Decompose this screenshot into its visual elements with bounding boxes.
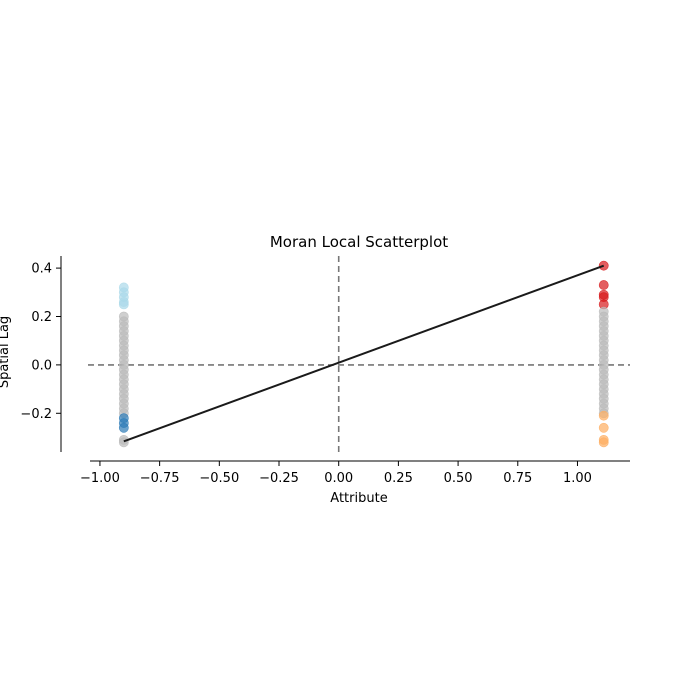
- data-point: [598, 422, 609, 433]
- x-tick-label: 0.25: [384, 471, 413, 486]
- y-axis-title: Spatial Lag: [0, 316, 12, 388]
- x-tick-label: 0.50: [444, 471, 473, 486]
- x-tick-label: −0.75: [140, 471, 180, 486]
- data-point: [598, 260, 609, 271]
- y-tick-label: 0.4: [31, 262, 52, 277]
- x-axis-title: Attribute: [330, 491, 387, 506]
- data-point: [598, 410, 609, 421]
- axes: [60, 256, 630, 462]
- data-point: [598, 437, 609, 448]
- fit-line: [123, 264, 605, 443]
- reference-lines: [88, 256, 630, 452]
- x-tick-label: 0.00: [324, 471, 353, 486]
- data-points: [118, 260, 609, 448]
- data-point: [598, 280, 609, 290]
- fit-line-group: [123, 264, 605, 443]
- data-point: [118, 437, 129, 448]
- x-tick-label: 1.00: [563, 471, 592, 486]
- x-tick-label: −0.25: [259, 471, 299, 486]
- data-point: [118, 299, 129, 310]
- data-point: [118, 422, 129, 433]
- x-tick-label: 0.75: [503, 471, 532, 486]
- x-tick-label: −1.00: [80, 471, 120, 486]
- y-tick-label: 0.2: [31, 310, 52, 325]
- x-axis-ticks: −1.00 −0.75 −0.50 −0.25 0.00 0.25 0.50 0.75 1.00: [80, 461, 592, 486]
- y-tick-label: −0.2: [20, 407, 52, 422]
- chart-title: Moran Local Scatterplot: [270, 233, 448, 251]
- x-tick-label: −0.50: [199, 471, 239, 486]
- y-axis-ticks: −0.2 0.0 0.2 0.4: [20, 262, 61, 422]
- y-tick-label: 0.0: [31, 358, 52, 373]
